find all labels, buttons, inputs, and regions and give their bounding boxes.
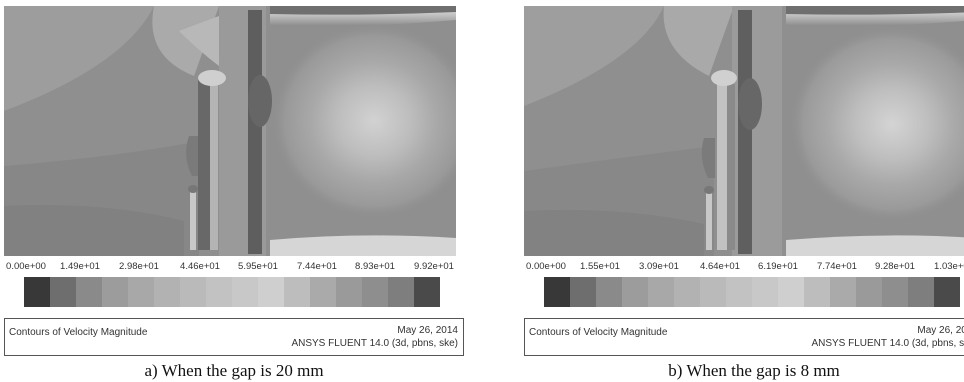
colorbar-tick-label: 1.49e+01 [60, 261, 100, 272]
colorbar-segment [908, 277, 935, 307]
colorbar-segment [856, 277, 883, 307]
plot-title: Contours of Velocity Magnitude [9, 327, 148, 338]
plot-info-box: Contours of Velocity Magnitude May 26, 2… [524, 318, 964, 356]
colorbar-tick-label: 6.19e+01 [758, 261, 798, 272]
colorbar-tick-label: 9.92e+01 [414, 261, 454, 272]
colorbar-tick-label: 7.44e+01 [297, 261, 337, 272]
plot-software: ANSYS FLUENT 14.0 (3d, pbns, ske) [811, 338, 964, 349]
colorbar-tick-label: 0.00e+00 [6, 261, 46, 272]
colorbar-tick-label: 9.28e+01 [875, 261, 915, 272]
colorbar-segment [804, 277, 831, 307]
colorbar-segment [726, 277, 753, 307]
colorbar-segment [50, 277, 77, 307]
colorbar-segment [414, 277, 440, 307]
colorbar [544, 277, 960, 307]
colorbar-tick-label: 0.00e+00 [526, 261, 566, 272]
plot-software: ANSYS FLUENT 14.0 (3d, pbns, ske) [291, 338, 458, 349]
plot-info-box: Contours of Velocity Magnitude May 26, 2… [4, 318, 464, 356]
colorbar-tick-label: 4.64e+01 [700, 261, 740, 272]
panel-gap-20mm: 0.00e+00 1.49e+01 2.98e+01 4.46e+01 5.95e+01… [4, 0, 464, 382]
figure-caption: a) When the gap is 20 mm [144, 361, 324, 380]
colorbar-tick-labels: 0.00e+00 1.55e+01 3.09e+01 4.64e+01 6.19e+01… [524, 261, 964, 275]
velocity-contour-plot [4, 6, 456, 256]
colorbar-segment [362, 277, 389, 307]
colorbar-tick-labels: 0.00e+00 1.49e+01 2.98e+01 4.46e+01 5.95e+01… [4, 261, 464, 275]
colorbar-segment [154, 277, 181, 307]
colorbar-segment [102, 277, 129, 307]
colorbar-segment [622, 277, 649, 307]
colorbar-segment [310, 277, 337, 307]
colorbar-tick-label: 3.09e+01 [639, 261, 679, 272]
colorbar-segment [830, 277, 857, 307]
colorbar-segment [388, 277, 415, 307]
colorbar-segment [206, 277, 233, 307]
colorbar-segment [336, 277, 363, 307]
velocity-contour-plot [524, 6, 964, 256]
colorbar-segment [128, 277, 155, 307]
colorbar-segment [648, 277, 675, 307]
colorbar-tick-label: 8.93e+01 [355, 261, 395, 272]
colorbar-segment [284, 277, 311, 307]
colorbar-tick-label: 7.74e+01 [817, 261, 857, 272]
colorbar-segment [674, 277, 701, 307]
figure-caption: b) When the gap is 8 mm [668, 361, 840, 380]
colorbar-segment [180, 277, 207, 307]
plot-date: May 26, 2014 [917, 325, 964, 336]
colorbar-segment [232, 277, 259, 307]
colorbar-segment [24, 277, 51, 307]
colorbar-tick-label: 4.46e+01 [180, 261, 220, 272]
colorbar-tick-label: 2.98e+01 [119, 261, 159, 272]
plot-title: Contours of Velocity Magnitude [529, 327, 668, 338]
colorbar-segment [882, 277, 909, 307]
colorbar-segment [700, 277, 727, 307]
colorbar-segment [544, 277, 571, 307]
colorbar-segment [76, 277, 103, 307]
colorbar-segment [570, 277, 597, 307]
panel-gap-8mm: 0.00e+00 1.55e+01 3.09e+01 4.64e+01 6.19e+01… [524, 0, 964, 382]
colorbar-tick-label: 1.03e+02 [934, 261, 964, 272]
colorbar-segment [258, 277, 285, 307]
colorbar-tick-label: 5.95e+01 [238, 261, 278, 272]
colorbar-segment [596, 277, 623, 307]
colorbar-segment [752, 277, 779, 307]
plot-date: May 26, 2014 [397, 325, 458, 336]
colorbar-segment [778, 277, 805, 307]
colorbar [24, 277, 440, 307]
colorbar-segment [934, 277, 960, 307]
colorbar-tick-label: 1.55e+01 [580, 261, 620, 272]
